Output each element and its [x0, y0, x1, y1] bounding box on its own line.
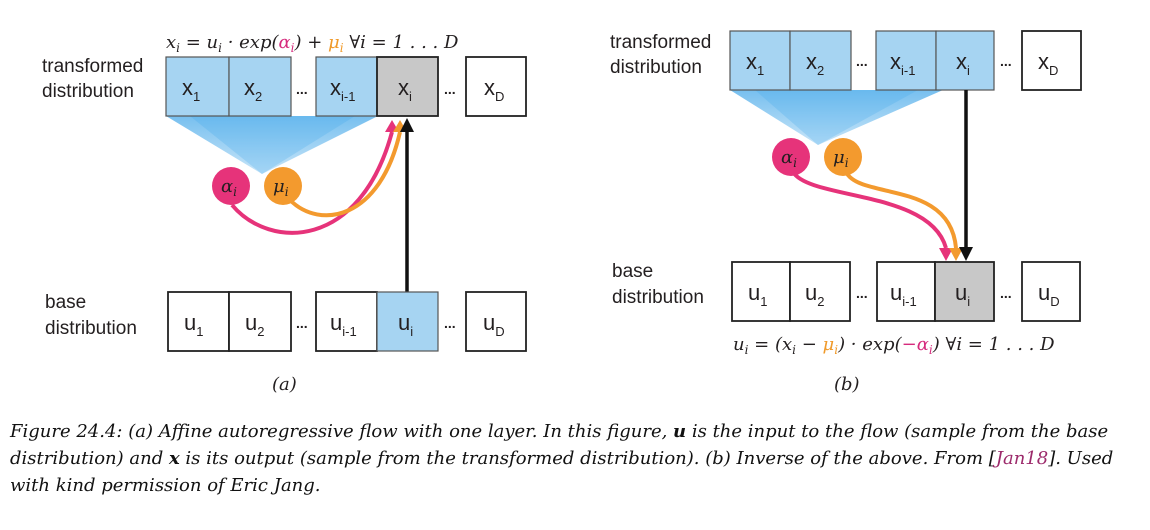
panel-b-alpha-node-label: αi — [781, 147, 797, 170]
panel-b-dependency-fan — [730, 90, 943, 145]
panel-a-top-cell-xim1 — [315, 56, 378, 117]
panel-a-top-cell-xD — [465, 56, 527, 117]
panel-b-top-label-2: distribution — [610, 57, 702, 78]
panel-a-bottom-cell-u2-label: u2 — [245, 310, 264, 339]
panel-a-bottom-cells: u1 u2 ui-1 ui uD ... ... — [167, 291, 527, 352]
panel-b-bottom-cells: u1 u2 ui-1 ui uD ... ... — [731, 261, 1081, 322]
panel-b-equation: ui = (xi − μi) · exp(−αi) ∀i = 1 . . . D — [733, 334, 1055, 357]
panel-b: transformed distribution base distributi… — [610, 30, 1082, 395]
panel-a-label: (a) — [272, 374, 297, 395]
panel-a-bottom-cell-uD — [465, 291, 527, 352]
panel-b-mu-node-label: μi — [833, 147, 849, 170]
panel-b-bottom-cell-uD-label: uD — [1038, 280, 1060, 309]
panel-b-mu-arrowhead — [949, 248, 963, 261]
panel-b-bottom-ellipsis-2: ... — [1000, 285, 1012, 301]
panel-a-dependency-fan-inner — [190, 116, 355, 174]
panel-b-bottom-cell-uD — [1021, 261, 1081, 322]
panel-b-top-cell-x2-label: x2 — [806, 49, 824, 78]
panel-a-bottom-cell-u1 — [167, 291, 230, 352]
panel-b-top-cell-xD-label: xD — [1038, 49, 1058, 78]
panel-b-mu-node — [824, 138, 862, 176]
panel-b-alpha-arrowhead — [939, 248, 953, 261]
panel-a-bottom-cell-uD-label: uD — [483, 310, 505, 339]
panel-a-top-ellipsis-2: ... — [444, 81, 456, 97]
panel-b-top-cells: x1 x2 xi-1 xi xD ... ... — [729, 30, 1082, 91]
panel-a-top-cell-xim1-label: xi-1 — [330, 75, 355, 104]
panel-b-bottom-label-1: base — [612, 261, 653, 282]
panel-a-bottom-cell-u1-label: u1 — [184, 310, 203, 339]
panel-b-top-cell-xim1-label: xi-1 — [890, 49, 915, 78]
panel-a-bottom-ellipsis-2: ... — [444, 315, 456, 331]
panel-a-equation: xi = ui · exp(αi) + μi ∀i = 1 . . . D — [166, 32, 459, 55]
panel-a-top-cell-x1 — [165, 56, 230, 117]
panel-b-bottom-ellipsis-1: ... — [856, 285, 868, 301]
panel-a-bottom-ellipsis-1: ... — [296, 315, 308, 331]
panel-a-dependency-fan — [166, 116, 378, 174]
panel-b-bottom-cell-u2-label: u2 — [805, 280, 824, 309]
panel-b-alpha-node — [772, 138, 810, 176]
panel-b-bottom-cell-u1 — [731, 261, 791, 322]
panel-a-top-cell-x1-label: x1 — [182, 75, 200, 104]
panel-a-bottom-label-1: base — [45, 292, 86, 313]
panel-b-bottom-cell-ui — [934, 261, 995, 322]
panel-b-top-label-1: transformed — [610, 32, 711, 53]
panel-b-top-cell-xi-label: xi — [956, 49, 970, 78]
autoregressive-flow-figure: xi = ui · exp(αi) + μi ∀i = 1 . . . D tr… — [42, 30, 1082, 395]
panel-a-bottom-cell-u2 — [228, 291, 292, 352]
panel-b-top-cell-x1-label: x1 — [746, 49, 764, 78]
panel-a-top-cell-xD-label: xD — [484, 75, 504, 104]
figure-caption: Figure 24.4: (a) Affine autoregressive f… — [10, 421, 1114, 496]
panel-a-mu-node-label: μi — [273, 176, 289, 199]
panel-a-bottom-label-2: distribution — [45, 318, 137, 339]
panel-a-bottom-cell-uim1 — [315, 291, 378, 352]
panel-a-top-label-2: distribution — [42, 81, 134, 102]
panel-b-top-cell-x2 — [789, 30, 852, 91]
panel-b-top-cell-x1 — [729, 30, 791, 91]
panel-a-alpha-node-label: αi — [221, 176, 237, 199]
panel-a-mu-arrow — [288, 131, 402, 218]
panel-b-bottom-cell-uim1-label: ui-1 — [890, 280, 917, 309]
panel-b-identity-arrowhead — [959, 247, 973, 261]
panel-b-bottom-label-2: distribution — [612, 287, 704, 308]
panel-b-label: (b) — [834, 374, 860, 395]
panel-a: xi = ui · exp(αi) + μi ∀i = 1 . . . D tr… — [42, 32, 527, 395]
caption-citation-link[interactable]: Jan18 — [995, 448, 1049, 469]
panel-a-alpha-node — [212, 167, 250, 205]
panel-b-top-ellipsis-2: ... — [1000, 53, 1012, 69]
panel-a-bottom-cell-ui — [376, 291, 439, 352]
caption-x-symbol: x — [168, 448, 180, 469]
panel-a-top-cells: x1 x2 xi-1 xi xD ... ... — [165, 56, 527, 117]
panel-b-top-ellipsis-1: ... — [856, 53, 868, 69]
panel-a-top-cell-xi — [376, 56, 439, 117]
panel-b-alpha-arrow — [791, 170, 948, 249]
panel-a-identity-arrowhead — [400, 118, 414, 132]
panel-a-top-cell-x2 — [228, 56, 292, 117]
panel-a-mu-node — [264, 167, 302, 205]
panel-b-top-cell-xim1 — [875, 30, 937, 91]
panel-b-bottom-cell-uim1 — [876, 261, 936, 322]
panel-b-bottom-cell-ui-label: ui — [955, 280, 970, 309]
panel-a-top-cell-x2-label: x2 — [244, 75, 262, 104]
panel-b-bottom-cell-u1-label: u1 — [748, 280, 767, 309]
panel-b-top-cell-xD — [1021, 30, 1082, 91]
panel-a-bottom-cell-uim1-label: ui-1 — [330, 310, 357, 339]
panel-a-bottom-cell-ui-label: ui — [398, 310, 413, 339]
panel-b-dependency-fan-inner — [755, 90, 918, 145]
panel-a-top-label-1: transformed — [42, 56, 143, 77]
caption-u-symbol: u — [673, 421, 687, 442]
panel-b-mu-arrow — [844, 170, 958, 249]
panel-a-top-cell-xi-label: xi — [398, 75, 412, 104]
panel-a-alpha-arrow — [230, 131, 394, 235]
panel-b-bottom-cell-u2 — [789, 261, 851, 322]
panel-a-top-ellipsis-1: ... — [296, 81, 308, 97]
